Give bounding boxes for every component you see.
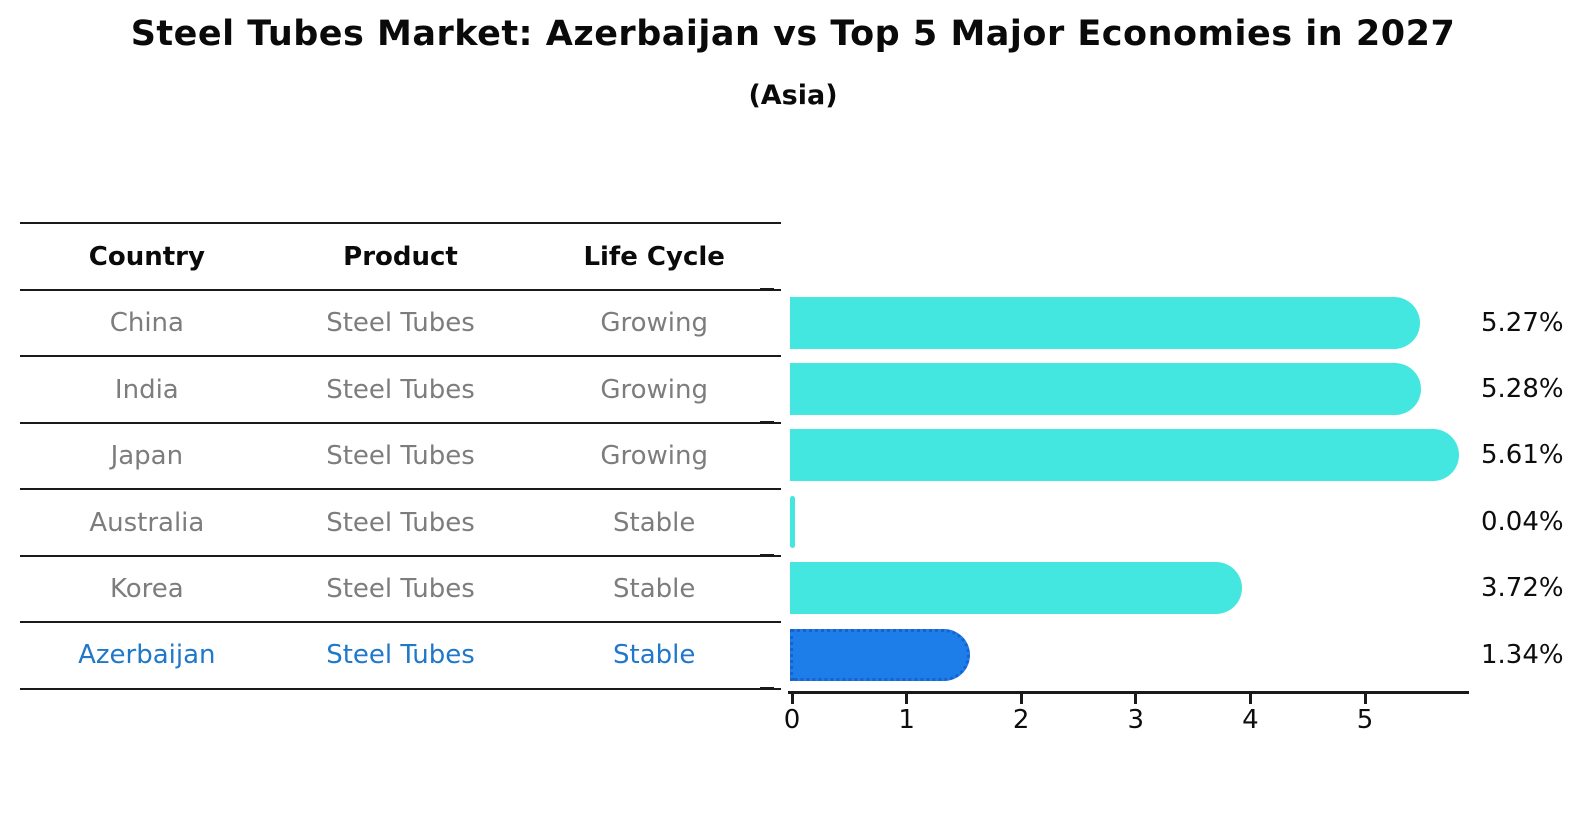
table-row-azerbaijan: Azerbaijan Steel Tubes Stable [20,623,781,690]
bar-india [790,362,1422,415]
product-cell: Steel Tubes [326,374,475,405]
value-label-australia: 0.04% [1481,506,1564,537]
table-row-korea: Korea Steel Tubes Stable [20,557,781,624]
table-row-india: India Steel Tubes Growing [20,357,781,424]
product-cell: Steel Tubes [326,441,475,472]
table-header-row: Country Product Life Cycle [20,224,781,291]
x-axis-tick-label: 2 [1012,705,1030,735]
y-axis-tick [760,354,774,357]
bar-azerbaijan [790,628,970,681]
column-header-product: Product [343,241,458,272]
lifecycle-cell: Stable [613,640,696,671]
x-axis-tick [1134,694,1138,704]
value-label-azerbaijan: 1.34% [1481,639,1564,670]
column-header-country: Country [88,241,205,272]
country-cell: Azerbaijan [78,640,216,671]
x-axis-tick [905,694,909,704]
value-label-china: 5.27% [1481,307,1564,338]
x-axis-tick-label: 1 [898,705,915,735]
table-row-china: China Steel Tubes Growing [20,291,781,358]
x-axis-tick [1248,694,1252,704]
x-axis-tick [1363,694,1367,704]
lifecycle-cell: Growing [600,441,708,472]
x-axis-tick-label: 5 [1356,705,1374,735]
y-axis-tick [760,288,774,291]
comparison-table: Country Product Life Cycle China Steel Tu… [20,222,781,690]
product-cell: Steel Tubes [326,308,475,339]
country-cell: Korea [109,573,184,604]
y-axis-tick [760,487,774,490]
table-row-australia: Australia Steel Tubes Stable [20,490,781,557]
table-body: China Steel Tubes Growing India Steel Tubes G… [20,291,781,690]
bar-japan [790,429,1459,482]
product-cell: Steel Tubes [326,640,475,671]
product-cell: Steel Tubes [326,573,475,604]
lifecycle-cell: Growing [600,308,708,339]
product-cell: Steel Tubes [326,507,475,538]
bar-korea [790,562,1243,615]
bar-china [790,296,1420,349]
country-cell: Australia [89,507,205,538]
x-axis-tick-label: 0 [783,705,801,735]
x-axis-tick [1019,694,1023,704]
y-axis-tick [760,620,774,623]
bar-australia [790,495,795,548]
y-axis-tick [760,554,774,557]
x-axis-line [788,691,1469,694]
y-axis-tick [760,687,774,689]
table-row-japan: Japan Steel Tubes Growing [20,424,781,491]
chart-subtitle: (Asia) [748,80,838,111]
chart-title: Steel Tubes Market: Azerbaijan vs Top 5 … [130,14,1456,54]
country-cell: India [114,374,179,405]
x-axis-tick [790,694,794,704]
column-header-lifecycle: Life Cycle [583,241,725,272]
lifecycle-cell: Stable [613,573,696,604]
country-cell: Japan [110,441,184,472]
lifecycle-cell: Stable [613,507,696,538]
value-label-india: 5.28% [1481,373,1564,404]
lifecycle-cell: Growing [600,374,708,405]
value-label-korea: 3.72% [1481,573,1564,604]
x-axis-tick-label: 3 [1127,705,1145,735]
country-cell: China [109,308,184,339]
value-label-japan: 5.61% [1481,440,1564,471]
y-axis-tick [760,421,774,424]
x-axis-tick-label: 4 [1242,705,1259,735]
